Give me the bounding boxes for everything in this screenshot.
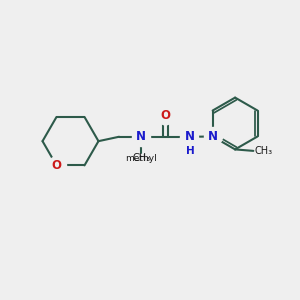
Text: methyl: methyl [125, 154, 157, 164]
Text: N: N [208, 130, 218, 143]
Text: O: O [52, 159, 61, 172]
Text: O: O [160, 109, 170, 122]
Text: CH₃: CH₃ [255, 146, 273, 156]
Text: CH₃: CH₃ [132, 153, 150, 163]
Text: N: N [136, 130, 146, 143]
Text: N: N [184, 130, 194, 143]
Text: H: H [186, 146, 195, 156]
